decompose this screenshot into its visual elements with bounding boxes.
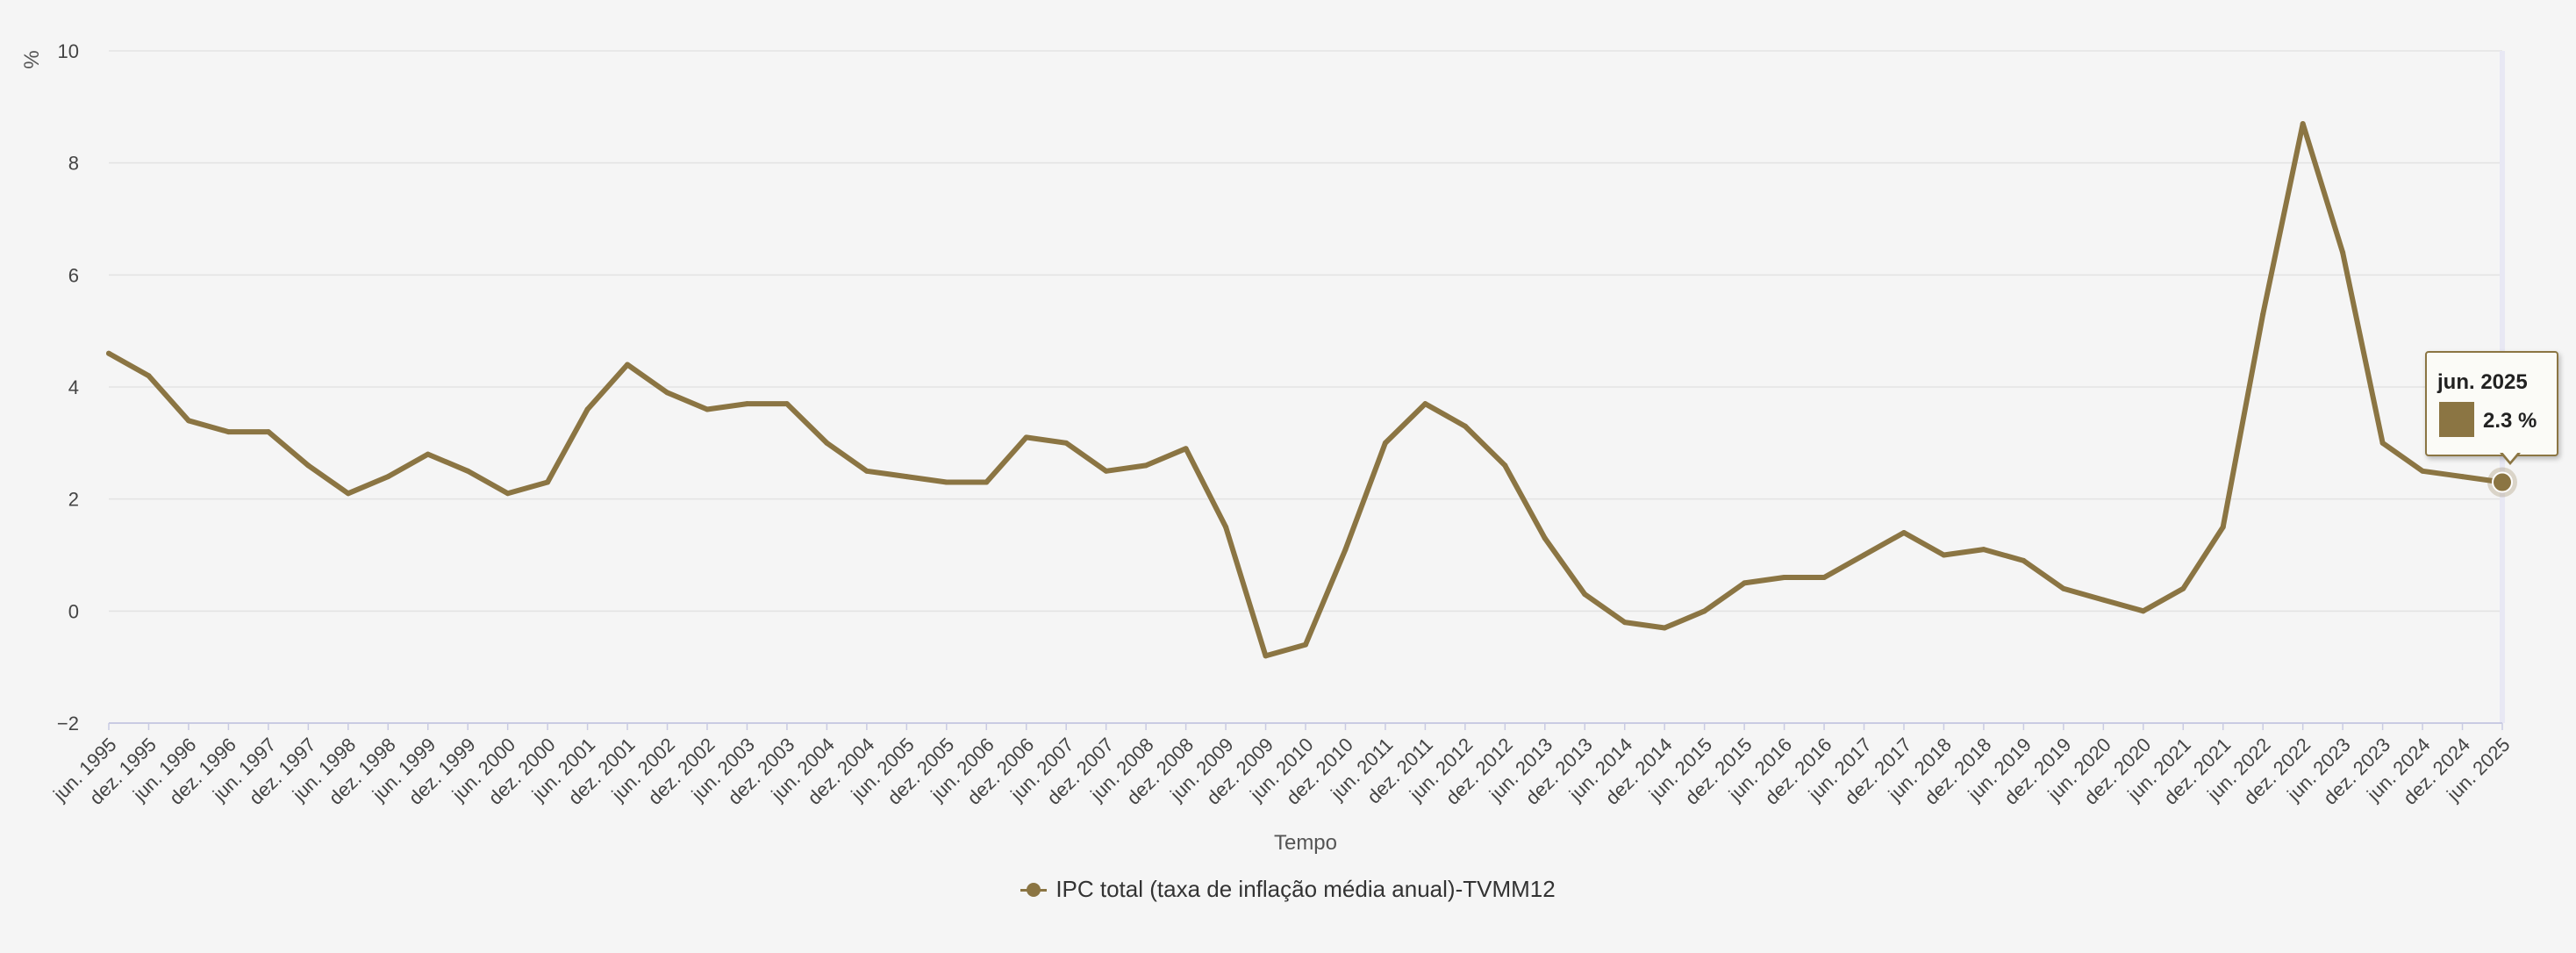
data-point[interactable] <box>1901 529 1907 535</box>
data-point[interactable] <box>2379 440 2386 446</box>
data-point[interactable] <box>1263 653 1269 659</box>
data-point[interactable] <box>625 362 631 368</box>
data-point[interactable] <box>2180 585 2186 591</box>
data-point[interactable] <box>465 468 471 474</box>
chart-legend: IPC total (taxa de inflação média anual)… <box>0 876 2576 905</box>
data-point[interactable] <box>2140 608 2146 614</box>
grid-lines <box>109 50 2502 613</box>
data-point[interactable] <box>1582 591 1588 598</box>
data-point[interactable] <box>1742 580 1748 586</box>
data-point[interactable] <box>1303 641 1308 648</box>
data-point[interactable] <box>1821 575 1828 581</box>
data-point[interactable] <box>904 474 910 480</box>
data-point[interactable] <box>146 373 152 379</box>
y-axis-ticks: 10 8 6 4 2 0 −2 <box>57 40 79 734</box>
data-point[interactable] <box>584 406 590 412</box>
y-tick-label: 4 <box>68 376 79 398</box>
data-point[interactable] <box>345 491 351 497</box>
data-point[interactable] <box>1941 552 1947 558</box>
data-point[interactable] <box>2100 597 2107 603</box>
tooltip-series-swatch <box>2439 402 2474 437</box>
data-point[interactable] <box>2300 120 2306 126</box>
data-point[interactable] <box>1701 608 1707 614</box>
data-point[interactable] <box>664 390 670 396</box>
y-axis-title: % <box>20 50 44 68</box>
data-point[interactable] <box>1063 440 1070 446</box>
data-point[interactable] <box>385 474 391 480</box>
data-point[interactable] <box>2021 557 2027 563</box>
data-point[interactable] <box>1223 524 1229 530</box>
data-point[interactable] <box>1103 468 1109 474</box>
data-point[interactable] <box>744 401 750 407</box>
data-point[interactable] <box>984 479 990 485</box>
data-point[interactable] <box>425 451 431 457</box>
legend-line-marker-icon <box>1020 881 1048 899</box>
x-axis-title: Tempo <box>1274 831 1337 855</box>
data-point[interactable] <box>824 440 830 446</box>
data-point[interactable] <box>943 479 949 485</box>
data-point[interactable] <box>1502 462 1508 469</box>
y-tick-label: 6 <box>68 264 79 286</box>
data-point[interactable] <box>2260 312 2266 318</box>
data-point[interactable] <box>1781 575 1787 581</box>
data-point[interactable] <box>1621 620 1628 626</box>
data-point[interactable] <box>1861 552 1867 558</box>
data-point[interactable] <box>1382 440 1388 446</box>
y-tick-label: 2 <box>68 489 79 511</box>
tooltip-value: 2.3 % <box>2483 409 2537 433</box>
hover-point[interactable] <box>2492 471 2513 493</box>
data-point[interactable] <box>1980 547 1986 553</box>
data-point[interactable] <box>2340 249 2346 255</box>
data-point[interactable] <box>1143 462 1149 469</box>
y-tick-label: 0 <box>68 600 79 622</box>
y-tick-label: 10 <box>58 40 79 62</box>
data-point[interactable] <box>185 418 191 424</box>
data-point[interactable] <box>2220 524 2226 530</box>
data-point[interactable] <box>863 468 869 474</box>
series-line[interactable] <box>106 121 2505 659</box>
data-point[interactable] <box>1662 625 1668 631</box>
data-point[interactable] <box>1183 446 1189 452</box>
data-point[interactable] <box>705 406 710 412</box>
data-point[interactable] <box>106 350 111 356</box>
data-point[interactable] <box>1462 423 1468 429</box>
series-points <box>106 120 2517 659</box>
data-point[interactable] <box>1023 434 1029 441</box>
y-tick-label: −2 <box>57 713 79 734</box>
legend-item-series[interactable]: IPC total (taxa de inflação média anual)… <box>1020 876 1556 903</box>
data-point[interactable] <box>504 491 511 497</box>
data-point[interactable] <box>2459 474 2465 480</box>
data-point[interactable] <box>2420 468 2426 474</box>
data-point[interactable] <box>2060 585 2066 591</box>
data-point[interactable] <box>545 479 551 485</box>
data-point[interactable] <box>1422 401 1428 407</box>
data-point[interactable] <box>784 401 790 407</box>
data-point[interactable] <box>1342 547 1349 553</box>
data-point[interactable] <box>265 429 271 435</box>
y-tick-label: 8 <box>68 153 79 175</box>
data-point[interactable] <box>1542 535 1548 541</box>
data-tooltip: jun. 2025 2.3 % <box>2425 351 2558 465</box>
legend-label: IPC total (taxa de inflação média anual)… <box>1055 876 1556 902</box>
data-point[interactable] <box>305 462 311 469</box>
tooltip-date: jun. 2025 <box>2437 370 2528 394</box>
data-point[interactable] <box>225 429 232 435</box>
tooltip-pointer-fill <box>2501 451 2519 462</box>
